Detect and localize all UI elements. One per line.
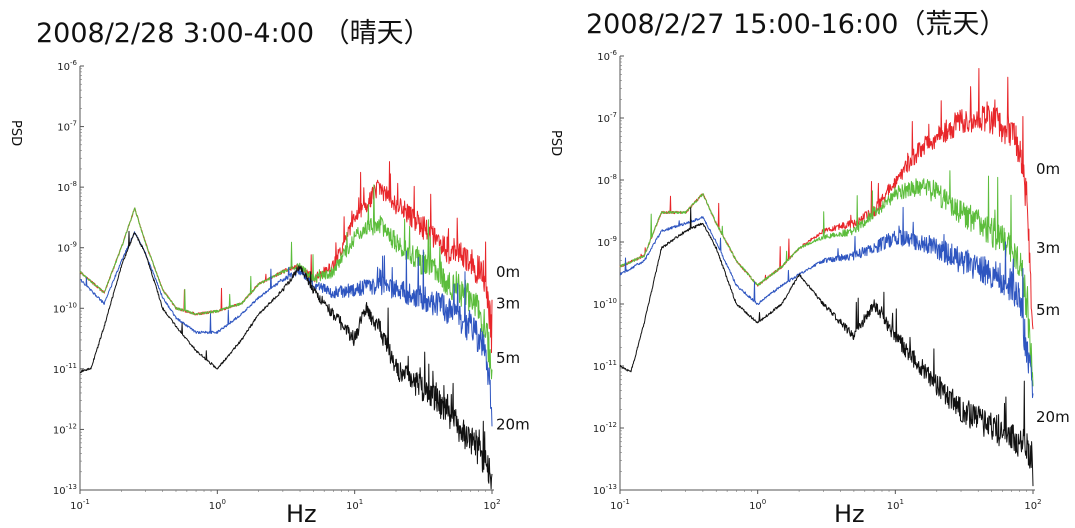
x-tick-label: 100 [209, 498, 226, 512]
series-label-20m: 20m [496, 416, 530, 434]
y-axis-label: PSD [548, 130, 563, 156]
y-tick-label: 10-8 [597, 173, 617, 187]
series-label-0m: 0m [496, 263, 520, 281]
chart-panel-stormy-weather: 2008/2/27 15:00-16:00（荒天）PSDHz10-1310-12… [548, 9, 1070, 528]
x-tick-label: 101 [346, 498, 363, 512]
series-line-5m [619, 206, 1034, 399]
series-line-3m [619, 170, 1034, 387]
y-tick-label: 10-12 [53, 422, 77, 436]
x-tick-label: 10-1 [70, 498, 90, 512]
series-label-5m: 5m [1036, 301, 1060, 319]
chart-title: 2008/2/27 15:00-16:00（荒天） [586, 9, 1006, 40]
y-tick-label: 10-7 [57, 120, 77, 134]
x-axis-label: Hz [834, 500, 865, 528]
series-label-0m: 0m [1036, 160, 1060, 178]
x-tick-label: 102 [1024, 498, 1041, 512]
y-tick-label: 10-12 [593, 421, 617, 435]
series-label-5m: 5m [496, 349, 520, 367]
x-axis-label: Hz [286, 500, 317, 528]
series-label-3m: 3m [496, 294, 520, 312]
y-tick-label: 10-8 [57, 180, 77, 194]
series-line-20m [79, 230, 493, 490]
y-tick-label: 10-13 [593, 483, 617, 497]
y-tick-label: 10-7 [597, 111, 617, 125]
y-axis-label: PSD [8, 120, 23, 146]
y-tick-label: 10-11 [593, 359, 617, 373]
y-tick-label: 10-11 [53, 362, 77, 376]
series-label-20m: 20m [1036, 408, 1070, 426]
x-tick-label: 101 [887, 498, 904, 512]
x-tick-label: 100 [749, 498, 766, 512]
chart-title: 2008/2/28 3:00-4:00 （晴天） [36, 18, 431, 49]
y-tick-label: 10-6 [597, 49, 617, 63]
series-line-0m [79, 161, 493, 354]
chart-panel-clear-weather: 2008/2/28 3:00-4:00 （晴天） PSD Hz 10-13 10-12 1… [8, 18, 530, 528]
x-tick-label: 102 [483, 498, 500, 512]
x-tick-label: 10-1 [610, 498, 630, 512]
series-label-3m: 3m [1036, 239, 1060, 257]
y-tick-label: 10-10 [53, 301, 77, 315]
series-line-0m [619, 68, 1034, 330]
y-tick-label: 10-6 [57, 59, 77, 73]
y-tick-label: 10-9 [597, 235, 617, 249]
y-tick-label: 10-9 [57, 241, 77, 255]
y-tick-label: 10-10 [593, 297, 617, 311]
y-tick-label: 10-13 [53, 483, 77, 497]
series-line-20m [619, 207, 1034, 487]
